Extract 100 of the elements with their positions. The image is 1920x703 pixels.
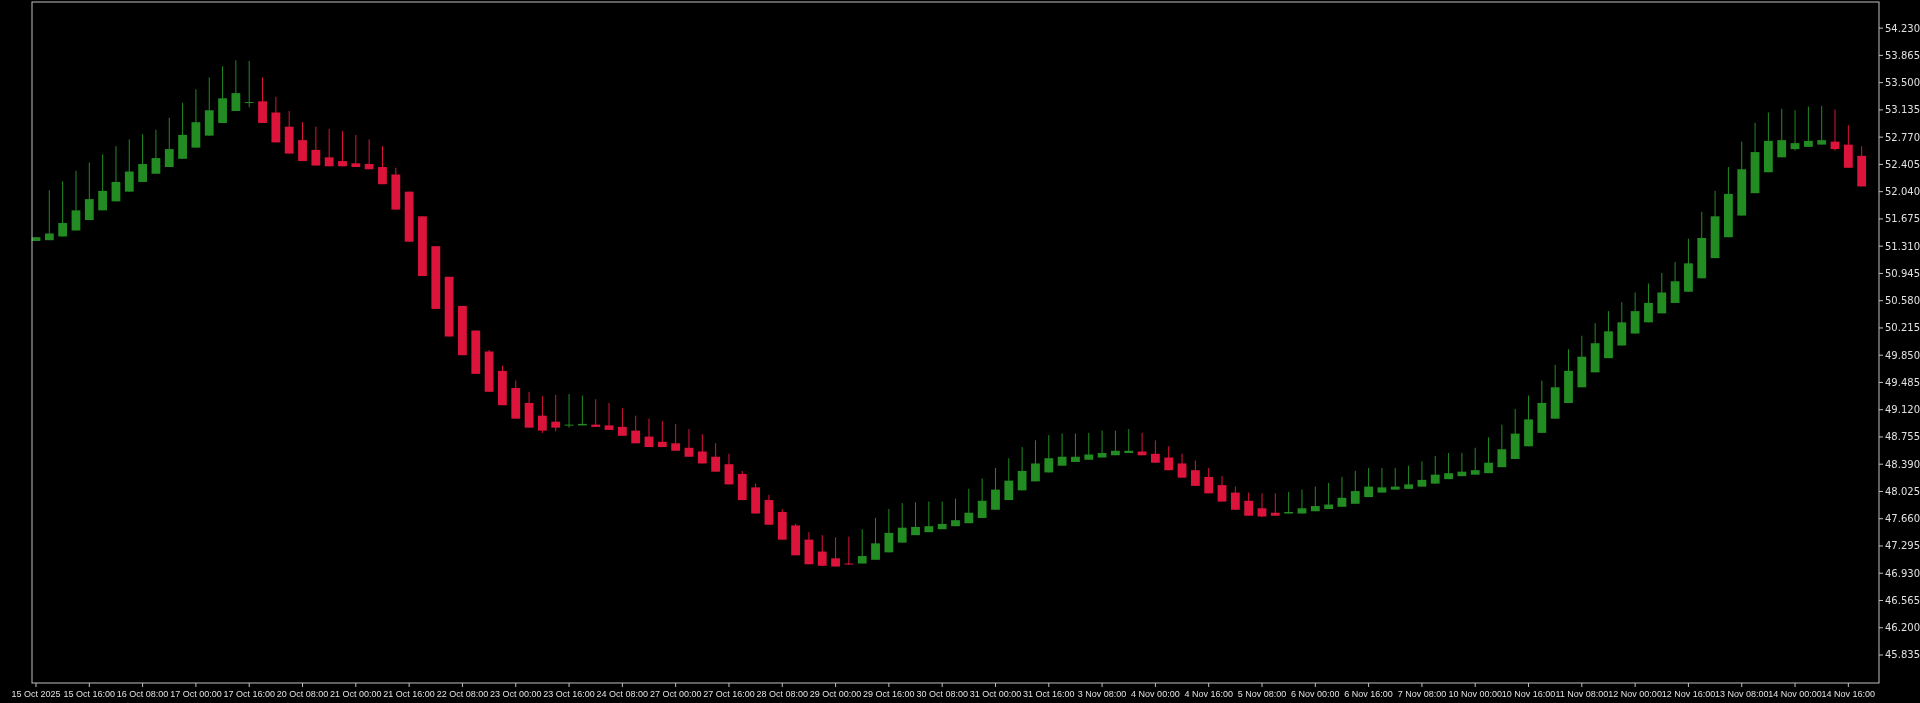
candlestick (631, 415, 641, 444)
candlestick (1031, 439, 1040, 482)
y-tick-label: 46.200 (1885, 622, 1920, 634)
candlestick (924, 501, 934, 533)
candlestick (1364, 467, 1374, 498)
candlestick (1470, 447, 1480, 476)
y-tick-label: 46.930 (1885, 567, 1920, 579)
candlestick (604, 402, 614, 431)
x-tick-label: 7 Nov 08:00 (1397, 689, 1447, 699)
x-tick-label: 22 Oct 08:00 (436, 689, 489, 699)
candlestick (1204, 467, 1214, 494)
candlestick (617, 407, 627, 437)
candlestick (244, 60, 254, 108)
candlestick (537, 395, 547, 434)
candlestick (298, 121, 307, 162)
candlestick (1230, 486, 1240, 511)
x-tick-label: 10 Nov 16:00 (1501, 689, 1556, 699)
x-tick-label: 29 Oct 16:00 (863, 689, 915, 699)
candlestick (1657, 272, 1667, 314)
x-tick-label: 17 Oct 00:00 (170, 689, 222, 699)
candlestick (1111, 430, 1120, 456)
candlestick (44, 189, 54, 241)
x-tick-label: 31 Oct 16:00 (1023, 689, 1075, 699)
candlestick (911, 501, 920, 536)
candlestick (124, 138, 134, 193)
y-tick-label: 52.770 (1885, 131, 1920, 143)
candlestick (937, 501, 947, 530)
candlestick (351, 134, 361, 168)
x-tick-label: 29 Oct 00:00 (809, 689, 862, 699)
candlestick (1444, 452, 1453, 480)
x-tick-label: 11 Nov 08:00 (1555, 689, 1609, 699)
candlestick (977, 477, 987, 519)
y-tick-label: 53.135 (1885, 104, 1920, 116)
candlestick (964, 488, 974, 524)
x-tick-label: 12 Nov 00:00 (1608, 689, 1662, 699)
candlestick (231, 59, 241, 112)
y-tick-label: 50.945 (1885, 267, 1920, 279)
x-tick-label: 14 Nov 00:00 (1768, 689, 1822, 699)
x-tick-label: 27 Oct 00:00 (649, 689, 702, 699)
candlestick (138, 133, 147, 183)
candlestick (84, 162, 94, 221)
candlestick (1630, 291, 1640, 335)
x-tick-label: 31 Oct 00:00 (969, 689, 1022, 699)
candlestick (1071, 433, 1080, 463)
x-tick-label: 21 Oct 00:00 (330, 689, 382, 699)
candlestick (324, 128, 334, 167)
x-tick-label: 27 Oct 16:00 (703, 689, 755, 699)
y-tick-label: 53.500 (1885, 77, 1920, 89)
candlestick (724, 453, 734, 485)
x-tick-label: 23 Oct 16:00 (543, 689, 595, 699)
y-tick-label: 54.230 (1885, 22, 1920, 34)
x-tick-label: 3 Nov 08:00 (1077, 689, 1127, 699)
candlestick (58, 180, 68, 237)
x-tick-label: 15 Oct 2025 (11, 689, 61, 699)
candlestick (378, 145, 387, 185)
candlestick (1617, 301, 1627, 346)
candlestick (164, 117, 174, 168)
candlestick (897, 502, 907, 544)
y-tick-label: 52.405 (1885, 158, 1920, 170)
x-tick-label: 12 Nov 16:00 (1661, 689, 1716, 699)
candlestick (1017, 446, 1027, 491)
candlestick (1377, 467, 1387, 494)
y-tick-label: 45.835 (1885, 649, 1920, 661)
candlestick (1803, 106, 1813, 148)
candlestick (1177, 453, 1187, 479)
x-tick-label: 6 Nov 00:00 (1291, 689, 1340, 699)
candlestick (1310, 486, 1320, 512)
y-tick-label: 47.660 (1885, 513, 1920, 525)
candlestick (1057, 433, 1067, 467)
candlestick (1337, 476, 1347, 508)
candlestick (1644, 283, 1653, 323)
x-tick-label: 15 Oct 16:00 (63, 689, 116, 699)
y-tick-label: 52.040 (1885, 186, 1920, 198)
y-tick-label: 51.675 (1885, 213, 1920, 225)
candlestick (151, 129, 161, 175)
candlestick (258, 76, 267, 124)
candlestick (1044, 434, 1054, 473)
candlestick (311, 126, 321, 167)
candlestick (1484, 436, 1493, 474)
candlestick (1324, 482, 1334, 510)
candlestick (1150, 439, 1160, 464)
candlestick (884, 508, 894, 553)
x-tick-label: 4 Nov 16:00 (1184, 689, 1233, 699)
candlestick (551, 394, 561, 432)
y-tick-label: 49.120 (1885, 404, 1920, 416)
candlestick (71, 170, 81, 231)
candlestick (1270, 492, 1280, 517)
candlestick (857, 528, 867, 565)
x-tick-label: 5 Nov 08:00 (1237, 689, 1287, 699)
candlestick (1390, 467, 1400, 491)
y-tick-label: 49.850 (1885, 349, 1920, 361)
candlestick (1244, 492, 1254, 517)
y-tick-label: 49.485 (1885, 376, 1920, 388)
x-tick-label: 6 Nov 16:00 (1344, 689, 1393, 699)
candlestick (1777, 108, 1787, 158)
candlestick (871, 517, 880, 561)
candlestick (844, 536, 854, 566)
candlestick (831, 536, 840, 568)
candlestick (657, 420, 667, 448)
y-tick-label: 50.215 (1885, 322, 1920, 334)
